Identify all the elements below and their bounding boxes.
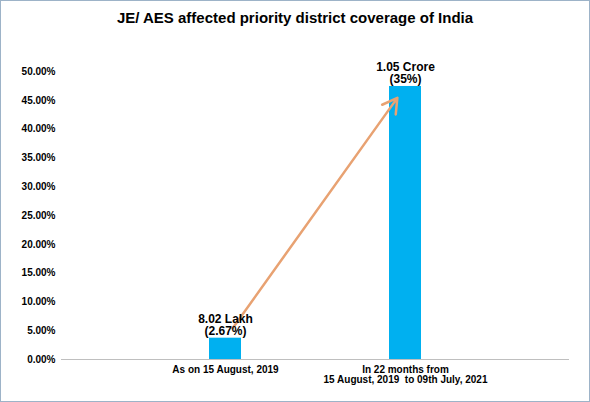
svg-text:15.00%: 15.00% bbox=[22, 267, 56, 278]
svg-text:50.00%: 50.00% bbox=[22, 66, 56, 77]
svg-text:In 22 months from15 August, 20: In 22 months from15 August, 2019 to 09th… bbox=[324, 364, 488, 385]
svg-text:0.00%: 0.00% bbox=[27, 354, 55, 365]
svg-text:5.00%: 5.00% bbox=[27, 325, 55, 336]
svg-text:30.00%: 30.00% bbox=[22, 181, 56, 192]
svg-text:40.00%: 40.00% bbox=[22, 123, 56, 134]
svg-text:10.00%: 10.00% bbox=[22, 296, 56, 307]
svg-text:45.00%: 45.00% bbox=[22, 95, 56, 106]
svg-text:35.00%: 35.00% bbox=[22, 152, 56, 163]
svg-text:8.02 Lakh(2.67%): 8.02 Lakh(2.67%) bbox=[198, 312, 253, 338]
svg-text:25.00%: 25.00% bbox=[22, 210, 56, 221]
html-text:JE/ AES affected priority dist: JE/ AES affected priority district cover… bbox=[116, 9, 474, 26]
svg-text:20.00%: 20.00% bbox=[22, 239, 56, 250]
svg-text:1.05 Crore(35%): 1.05 Crore(35%) bbox=[376, 60, 435, 86]
svg-text:As on 15 August, 2019: As on 15 August, 2019 bbox=[172, 364, 279, 375]
